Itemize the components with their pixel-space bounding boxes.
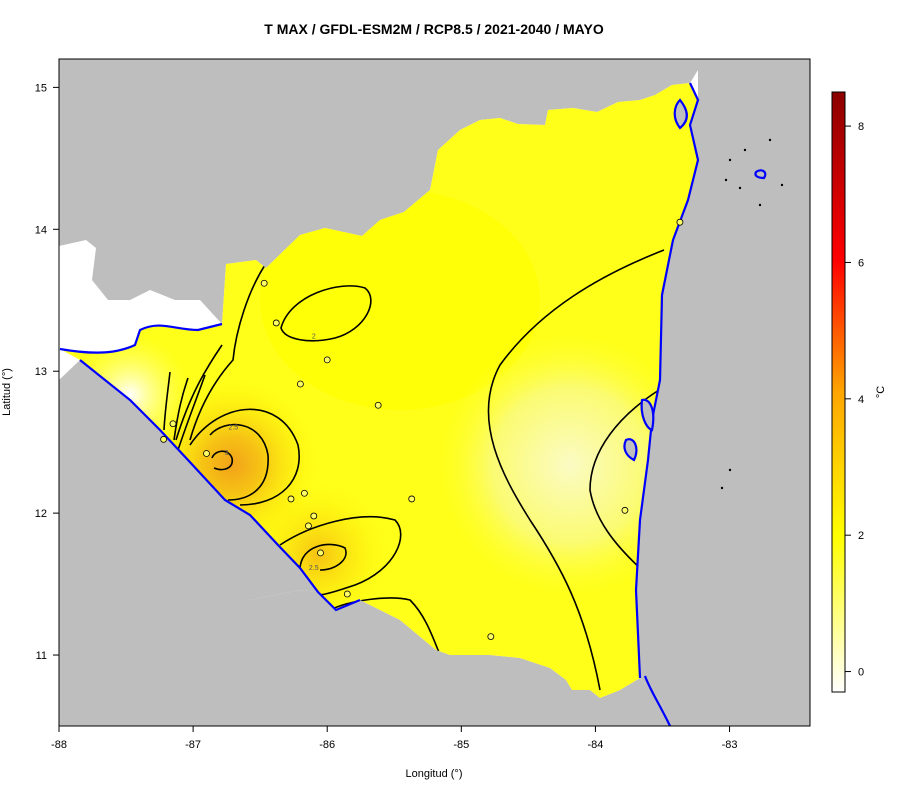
station-marker [374, 401, 382, 409]
y-tick-label: 12 [35, 508, 47, 520]
contour-line [487, 249, 665, 691]
cay-dot [758, 203, 762, 207]
x-axis-label: Longitud (°) [406, 768, 463, 780]
cay-dot [738, 186, 742, 190]
map-plot-area: 2 2.5 3 2.5 [59, 59, 810, 726]
x-tick-label: -87 [185, 739, 201, 751]
colorbar-tick-label: 4 [858, 394, 864, 406]
contour-line [177, 374, 206, 451]
station-marker [272, 319, 280, 327]
colorbar-tick-label: 0 [858, 667, 864, 679]
colorbar-label: °C [875, 386, 887, 398]
honduras-landmass [59, 59, 700, 324]
station-marker [260, 279, 268, 287]
colorbar-tick-label: 6 [858, 257, 864, 269]
contour-line [175, 344, 223, 441]
station-marker [408, 495, 416, 503]
contour-line [589, 389, 660, 571]
x-tick-label: -88 [51, 739, 67, 751]
san-juan-coast [643, 675, 671, 726]
station-marker [323, 356, 331, 364]
contour-line [299, 543, 347, 571]
lagoon [673, 98, 688, 130]
lagoon [640, 398, 655, 432]
x-tick-label: -84 [587, 739, 603, 751]
colorbar [831, 91, 846, 693]
contour-line [211, 450, 234, 471]
gulf-fonseca-coast [59, 322, 223, 354]
page-title: T MAX / GFDL-ESM2M / RCP8.5 / 2021-2040 … [264, 21, 604, 37]
contour-line [189, 261, 268, 441]
contour-line [189, 408, 300, 506]
y-tick-label: 13 [35, 366, 47, 378]
station-marker [305, 522, 312, 530]
stations [160, 218, 684, 640]
caribbean-coast [634, 82, 700, 679]
station-marker [676, 218, 684, 226]
contour-line [163, 371, 171, 431]
cay-dot [720, 486, 724, 490]
contour-line [173, 377, 189, 441]
x-tick-label: -83 [722, 739, 738, 751]
station-marker [343, 590, 351, 598]
station-marker [621, 506, 629, 514]
costa-rica-landmass [59, 590, 670, 726]
contour-label: 3 [225, 450, 229, 457]
cay-dot [728, 158, 732, 162]
station-marker [287, 495, 295, 503]
contour-label: 2.5 [228, 424, 238, 431]
station-marker [301, 489, 308, 497]
cays [720, 138, 784, 490]
station-marker [169, 420, 177, 428]
lagoon [623, 438, 638, 462]
cay-dot [724, 178, 728, 182]
contour-labels: 2 2.5 3 2.5 [225, 334, 319, 572]
station-marker [160, 435, 168, 443]
contour-label: 2 [312, 334, 316, 341]
cay-dot [768, 138, 772, 142]
contour-line [279, 516, 402, 596]
colorbar-tick-label: 8 [858, 121, 864, 133]
station-marker [203, 450, 210, 457]
plot-frame [58, 58, 811, 727]
y-tick-label: 15 [35, 82, 47, 94]
y-axis: 11 12 13 14 15 [35, 82, 59, 662]
x-tick-label: -86 [319, 739, 335, 751]
contours [163, 249, 665, 691]
station-marker [310, 512, 318, 520]
y-tick-label: 14 [35, 224, 47, 236]
contour-label: 2.5 [309, 565, 319, 572]
station-marker [317, 549, 324, 557]
pacific-coast [79, 359, 361, 612]
field-north [260, 190, 540, 410]
pacific-lowland [59, 360, 318, 600]
x-tick-label: -85 [453, 739, 469, 751]
cay-dot [728, 468, 732, 472]
colorbar-tick-label: 2 [858, 530, 864, 542]
x-axis: -88 -87 -86 -85 -84 -83 [51, 726, 737, 751]
coastline [59, 82, 767, 726]
contour-line [209, 423, 269, 501]
contour-line [280, 285, 372, 342]
station-marker [296, 380, 304, 388]
station-marker [487, 633, 495, 640]
field-pale-east [440, 335, 698, 595]
cay-dot [780, 183, 784, 187]
cay-dot [743, 148, 747, 152]
y-tick-label: 11 [36, 650, 47, 662]
y-axis-label: Latitud (°) [1, 368, 13, 416]
colorbar-ticks: 0 2 4 6 8 [845, 121, 864, 679]
corn-island [754, 169, 767, 180]
